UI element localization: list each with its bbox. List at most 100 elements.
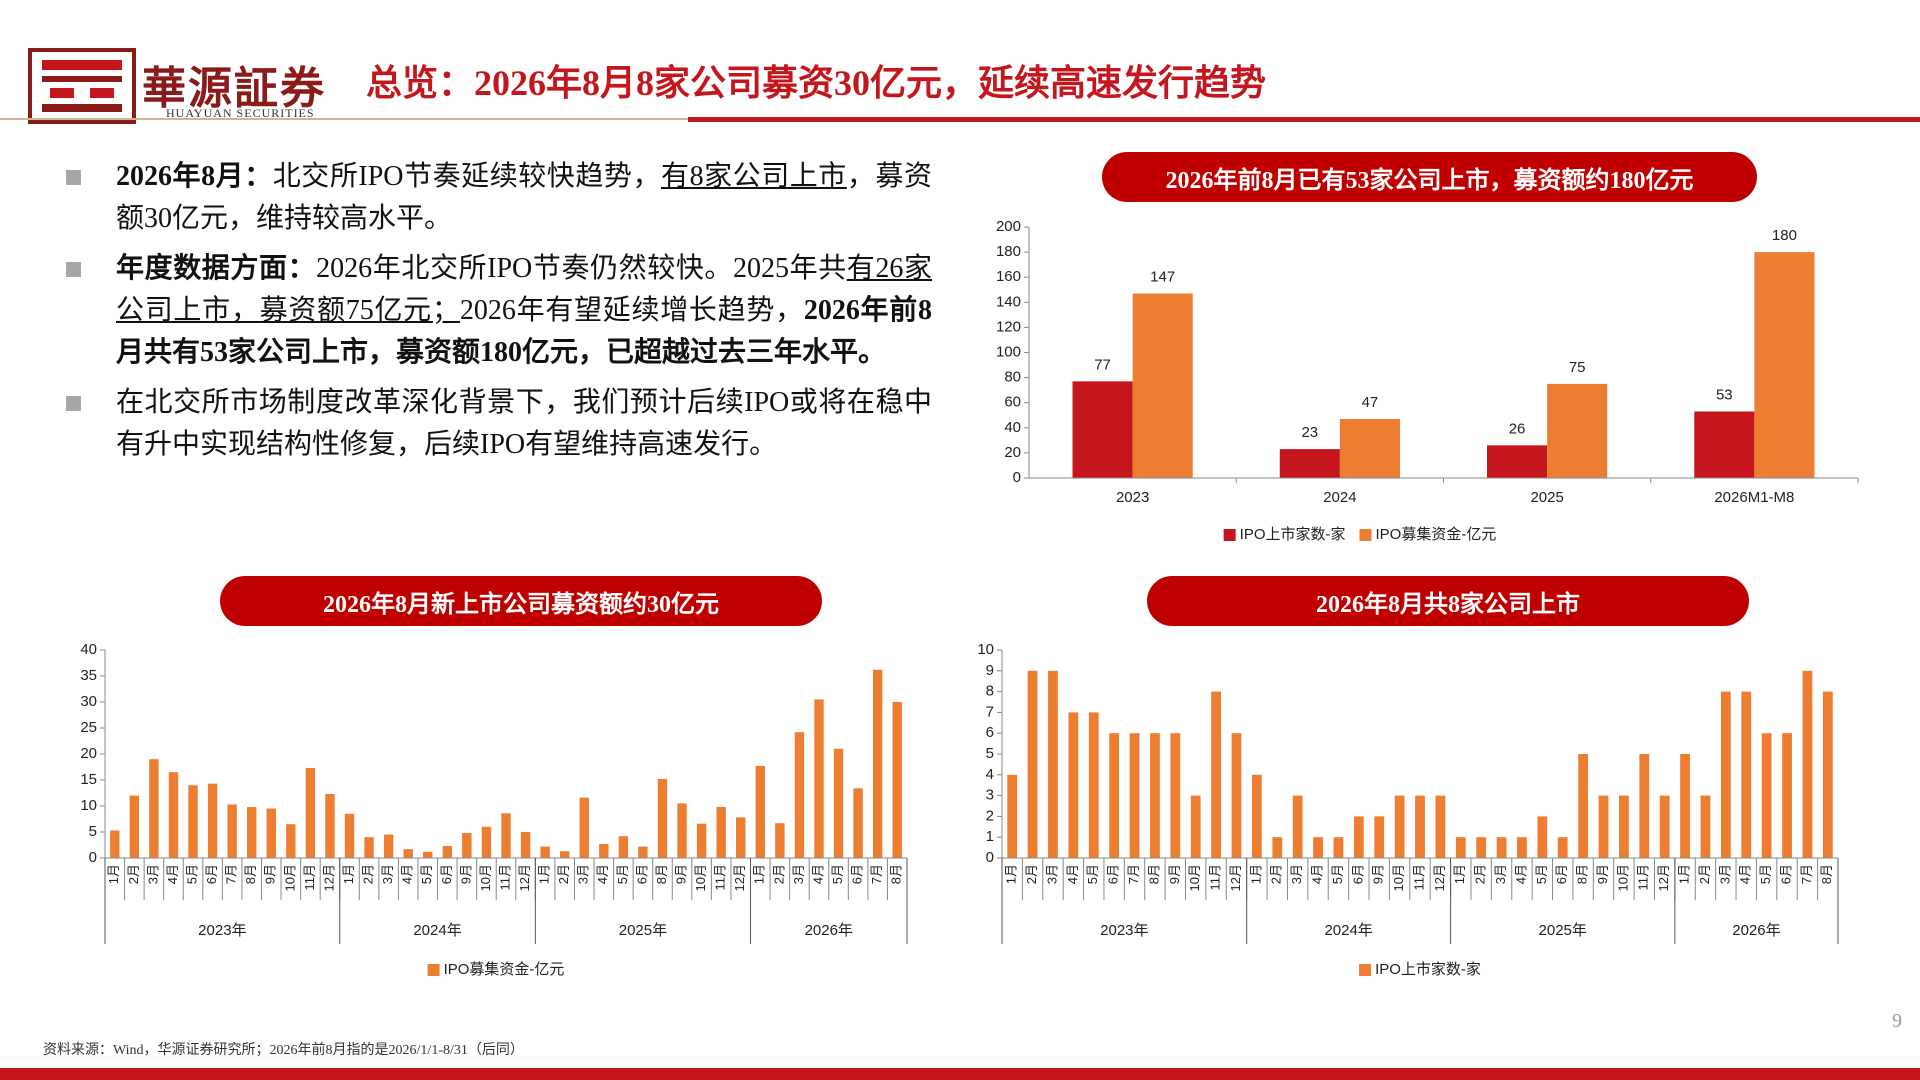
bar [1659, 795, 1670, 858]
bar [1027, 670, 1038, 858]
bar [794, 732, 805, 858]
bar [736, 817, 746, 858]
x-tick-label: 4月 [1309, 864, 1324, 884]
bar [1680, 754, 1690, 858]
bar [1394, 795, 1405, 858]
bar [853, 788, 863, 858]
x-tick-label: 3月 [145, 864, 160, 884]
x-tick-label: 2月 [1024, 864, 1039, 884]
bar [1557, 837, 1568, 858]
bar [1822, 691, 1833, 858]
bullet-list: 2026年8月：北交所IPO节奏延续较快趋势，有8家公司上市，募资额30亿元，维… [66, 156, 932, 474]
bar [1170, 733, 1181, 858]
x-tick-label: 9月 [673, 864, 688, 884]
bullet-text: 2026年北交所IPO节奏仍然较快。2025年共 [316, 253, 847, 284]
y-tick-label: 40 [80, 641, 97, 658]
x-tick-label: 1月 [537, 864, 552, 884]
x-tick-label: 11月 [1208, 864, 1223, 891]
bar [657, 778, 668, 858]
bar [1211, 691, 1221, 858]
x-tick-label: 12月 [517, 864, 532, 891]
legend-swatch [1359, 529, 1372, 541]
x-tick-label: 6月 [850, 864, 865, 884]
x-tick-label: 8月 [1146, 864, 1161, 884]
y-tick-label: 10 [977, 641, 994, 658]
x-tick-label: 3月 [1044, 864, 1059, 884]
x-tick-label: 4月 [1513, 864, 1528, 884]
x-tick-label: 1月 [752, 864, 767, 884]
x-tick-label: 7月 [224, 864, 239, 884]
y-tick-label: 60 [1004, 394, 1021, 411]
y-tick-label: 180 [996, 243, 1021, 260]
x-tick-label: 11月 [497, 864, 512, 891]
x-tick-label: 2月 [1473, 864, 1488, 884]
bar [1251, 774, 1262, 858]
bullet-marker [66, 396, 81, 411]
bullet-text: 2026年8月： [116, 161, 273, 192]
bullet-marker [66, 262, 81, 277]
group-label: 2024年 [1324, 922, 1372, 939]
y-tick-label: 160 [996, 268, 1021, 285]
x-tick-label: 9月 [458, 864, 473, 884]
bar [1279, 449, 1340, 478]
logo-name: 華源証券 [142, 63, 326, 114]
bar [1231, 733, 1242, 858]
header-line [0, 118, 688, 120]
x-tick-label: 2月 [771, 864, 786, 884]
bullet-text: 有8家公司上市 [661, 161, 847, 192]
x-tick-label: 7月 [1799, 864, 1814, 884]
group-label: 2025年 [1539, 922, 1587, 939]
x-tick-label: 6月 [439, 864, 454, 884]
bar [1700, 795, 1711, 858]
y-tick-label: 80 [1004, 369, 1021, 386]
bar [1802, 670, 1813, 858]
legend-label: IPO募集资金-亿元 [1376, 526, 1497, 543]
x-tick-label: 3月 [576, 864, 591, 884]
y-tick-label: 20 [80, 745, 97, 762]
bar [501, 813, 511, 858]
x-tick-label: 6月 [1106, 864, 1121, 884]
x-tick-label: 5月 [1330, 864, 1345, 884]
bar [1374, 816, 1385, 858]
bullet: 在北交所市场制度改革深化背景下，我们预计后续IPO或将在稳中有升中实现结构性修复… [66, 382, 932, 466]
y-tick-label: 0 [1013, 469, 1021, 486]
y-tick-label: 20 [1004, 444, 1021, 461]
x-tick-label: 10月 [1187, 864, 1202, 891]
x-tick-label: 2024 [1323, 489, 1356, 506]
bar [638, 846, 648, 858]
y-tick-label: 9 [986, 662, 994, 679]
bar [1761, 733, 1772, 858]
bar [344, 813, 355, 858]
x-tick-label: 4月 [1065, 864, 1080, 884]
bullet-text: ，募资额30亿元，维持较高水平。 [116, 161, 932, 234]
page-number: 9 [1892, 1010, 1902, 1032]
x-tick-label: 4月 [810, 864, 825, 884]
x-tick-label: 10月 [478, 864, 493, 891]
x-tick-label: 2月 [361, 864, 376, 884]
bar [325, 794, 335, 858]
x-tick-label: 7月 [869, 864, 884, 884]
x-tick-label: 1月 [106, 864, 121, 884]
bar [1007, 774, 1018, 858]
y-tick-label: 40 [1004, 419, 1021, 436]
x-tick-label: 2025 [1530, 489, 1563, 506]
bullet: 年度数据方面：2026年北交所IPO节奏仍然较快。2025年共有26家公司上市，… [66, 248, 932, 374]
bar [1109, 733, 1120, 858]
bar [579, 797, 589, 858]
bullet-text: 在北交所市场制度改革深化背景下，我们预计后续IPO或将在稳中有升中实现结构性修复… [116, 387, 932, 460]
y-tick-label: 15 [80, 771, 97, 788]
data-label: 180 [1772, 227, 1797, 244]
footer-band [0, 1068, 1920, 1080]
y-tick-label: 25 [80, 719, 97, 736]
x-tick-label: 9月 [263, 864, 278, 884]
bar [1333, 837, 1344, 858]
y-tick-label: 35 [80, 667, 97, 684]
legend-label: IPO募集资金-亿元 [444, 961, 565, 978]
x-tick-label: 4月 [595, 864, 610, 884]
bullet-marker [66, 170, 81, 185]
bar [1435, 795, 1446, 858]
bar [716, 807, 726, 858]
x-tick-label: 8月 [1819, 864, 1834, 884]
